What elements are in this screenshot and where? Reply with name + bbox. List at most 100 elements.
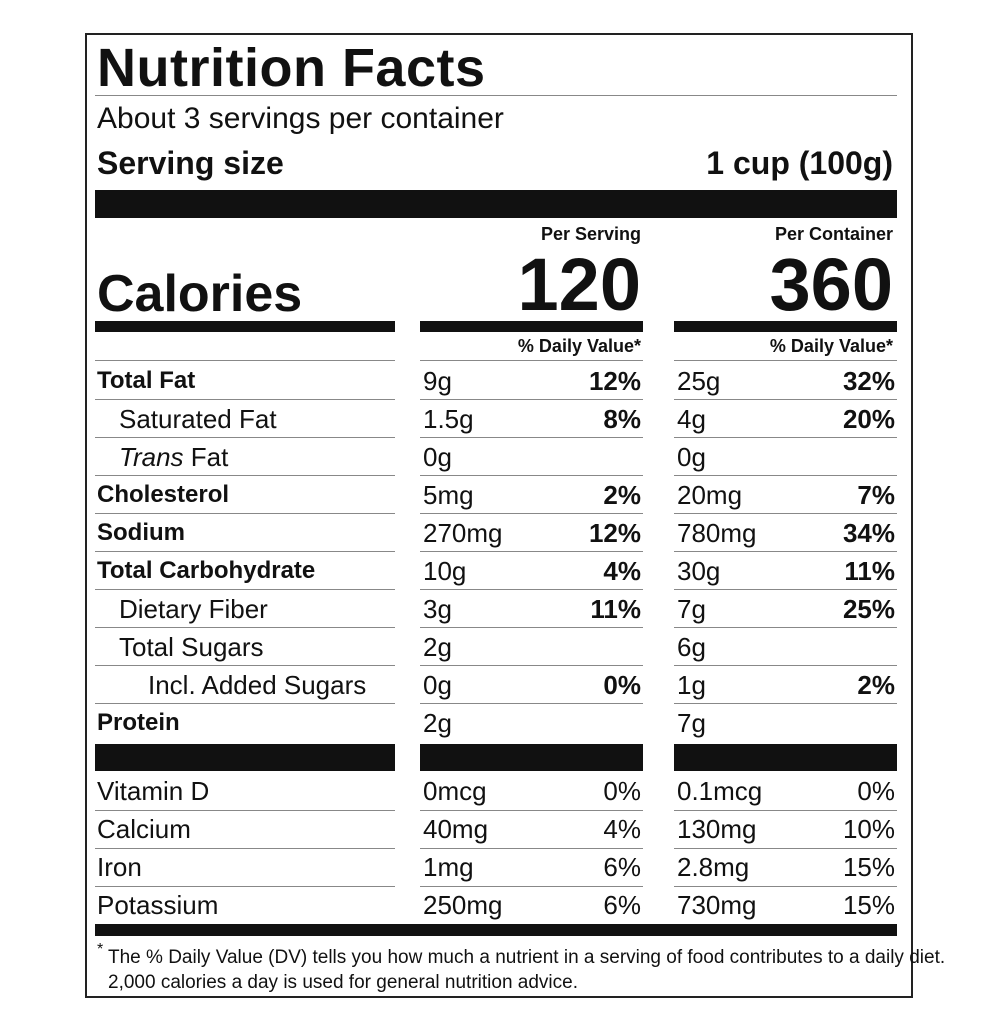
daily-value: 15% [842, 890, 895, 920]
row-divider [95, 810, 395, 811]
amount: 1mg [423, 852, 474, 882]
daily-value: 25% [842, 594, 895, 624]
amount: 730mg [677, 890, 757, 920]
title: Nutrition Facts [97, 38, 486, 98]
nutrient-name: Total Sugars [119, 632, 264, 662]
serving-size-value: 1 cup (100g) [706, 145, 893, 181]
amount: 0.1mcg [677, 776, 763, 806]
amount: 10g [423, 556, 467, 586]
nutrient-name: Incl. Added Sugars [148, 670, 367, 700]
row-divider [420, 810, 643, 811]
amount: 2.8mg [677, 852, 750, 882]
daily-value: 2% [603, 480, 641, 510]
daily-value: 8% [603, 404, 641, 434]
column-header: Per Serving [540, 224, 641, 244]
amount: 3g [423, 594, 452, 624]
section-divider [95, 744, 395, 771]
bottom-divider [95, 924, 897, 936]
row-divider [95, 665, 395, 666]
calories-divider [420, 321, 643, 332]
amount: 40mg [423, 814, 489, 844]
daily-value: 15% [842, 852, 895, 882]
row-divider [95, 95, 897, 96]
vitamin-name: Calcium [97, 814, 191, 844]
amount: 0g [677, 442, 706, 472]
row-divider [674, 665, 897, 666]
nutrient-name: Trans Fat [119, 444, 228, 470]
section-divider [674, 744, 897, 771]
row-divider [95, 360, 395, 361]
amount: 1.5g [423, 404, 474, 434]
row-divider [95, 437, 395, 438]
calories-label: Calories [97, 265, 303, 323]
row-divider [95, 703, 395, 704]
amount: 780mg [677, 518, 757, 548]
daily-value-header: % Daily Value* [517, 336, 641, 356]
amount: 6g [677, 632, 706, 662]
nutrient-name-italic: Trans [119, 442, 184, 472]
row-divider [95, 475, 395, 476]
nutrient-name: Sodium [97, 519, 185, 546]
row-divider [420, 475, 643, 476]
section-divider [420, 744, 643, 771]
daily-value: 11% [844, 556, 895, 586]
thick-divider [95, 190, 897, 218]
daily-value-header: % Daily Value* [769, 336, 893, 356]
row-divider [420, 399, 643, 400]
amount: 4g [677, 404, 706, 434]
nutrient-name: Cholesterol [97, 481, 230, 508]
nutrient-name: Dietary Fiber [119, 594, 268, 624]
amount: 0g [423, 670, 452, 700]
row-divider [95, 513, 395, 514]
amount: 2g [423, 632, 452, 662]
row-divider [420, 360, 643, 361]
nutrient-name: Total Fat [97, 367, 196, 394]
nutrient-name: Total Carbohydrate [97, 557, 316, 584]
calories-divider [95, 321, 395, 332]
daily-value: 0% [857, 776, 895, 806]
row-divider [674, 551, 897, 552]
amount: 7g [677, 708, 706, 738]
amount: 20mg [677, 480, 743, 510]
row-divider [95, 886, 395, 887]
row-divider [420, 703, 643, 704]
daily-value: 6% [603, 852, 641, 882]
amount: 0g [423, 442, 452, 472]
row-divider [95, 551, 395, 552]
amount: 30g [677, 556, 721, 586]
row-divider [674, 475, 897, 476]
vitamin-name: Iron [97, 852, 142, 882]
daily-value: 20% [842, 404, 895, 434]
footnote-text: 2,000 calories a day is used for general… [108, 971, 578, 993]
amount: 5mg [423, 480, 474, 510]
amount: 25g [677, 366, 721, 396]
row-divider [420, 589, 643, 590]
row-divider [674, 703, 897, 704]
row-divider [674, 886, 897, 887]
footnote-mark: * [97, 941, 104, 958]
daily-value: 4% [603, 556, 641, 586]
amount: 250mg [423, 890, 503, 920]
calories-divider [674, 321, 897, 332]
amount: 0mcg [423, 776, 487, 806]
nutrient-name: Protein [97, 709, 180, 736]
daily-value: 7% [857, 480, 895, 510]
amount: 270mg [423, 518, 503, 548]
daily-value: 32% [842, 366, 895, 396]
daily-value: 12% [588, 518, 641, 548]
row-divider [420, 551, 643, 552]
row-divider [674, 437, 897, 438]
row-divider [95, 399, 395, 400]
row-divider [95, 627, 395, 628]
daily-value: 6% [603, 890, 641, 920]
vitamin-name: Potassium [97, 890, 219, 920]
row-divider [420, 886, 643, 887]
row-divider [674, 360, 897, 361]
daily-value: 10% [842, 814, 895, 844]
row-divider [420, 627, 643, 628]
daily-value: 12% [588, 366, 641, 396]
daily-value: 34% [842, 518, 895, 548]
row-divider [674, 589, 897, 590]
amount: 1g [677, 670, 706, 700]
calories-per-serving: 120 [517, 243, 641, 326]
